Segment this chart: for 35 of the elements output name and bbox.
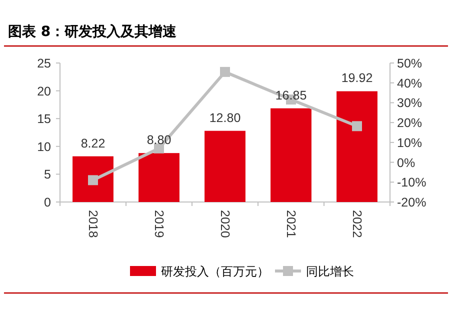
point: [88, 175, 98, 186]
data-label: 19.92: [341, 71, 373, 86]
y-tick-label: 0: [44, 196, 52, 210]
y-tick-label: 25: [37, 56, 52, 70]
data-label: 12.80: [209, 110, 241, 125]
bar: [336, 91, 378, 202]
y2-tick-label: 20%: [397, 116, 422, 130]
x-tick-label: 2021: [284, 210, 298, 238]
y2-tick-label: -10%: [397, 176, 426, 190]
bar: [72, 156, 114, 202]
y-tick-label: 5: [44, 168, 52, 182]
point: [352, 121, 362, 132]
legend-label: 研发投入（百万元）: [161, 264, 269, 278]
y2-tick-label: 30%: [397, 96, 422, 110]
y2-tick-label: -20%: [397, 196, 426, 210]
x-tick-label: 2019: [152, 210, 166, 238]
y-tick-label: 15: [37, 112, 52, 126]
bar: [270, 108, 312, 202]
y-tick-label: 10: [37, 140, 52, 154]
legend-label: 同比增长: [306, 264, 354, 278]
y2-tick-label: 10%: [397, 136, 422, 150]
x-tick-label: 2022: [350, 210, 364, 238]
data-label: 8.22: [80, 136, 106, 150]
y2-tick-label: 40%: [397, 76, 422, 90]
x-tick-label: 2020: [218, 210, 232, 238]
bar: [138, 153, 180, 202]
chart-title: 图表 8：研发投入及其增速: [8, 24, 178, 40]
y2-tick-label: 0%: [397, 156, 416, 170]
data-label: 16.85: [275, 88, 307, 102]
point: [220, 66, 230, 77]
bar: [204, 130, 246, 202]
y2-tick-label: 50%: [397, 56, 422, 70]
x-tick-label: 2018: [86, 210, 100, 238]
data-label: 8.80: [146, 133, 172, 148]
y-tick-label: 20: [37, 84, 52, 98]
